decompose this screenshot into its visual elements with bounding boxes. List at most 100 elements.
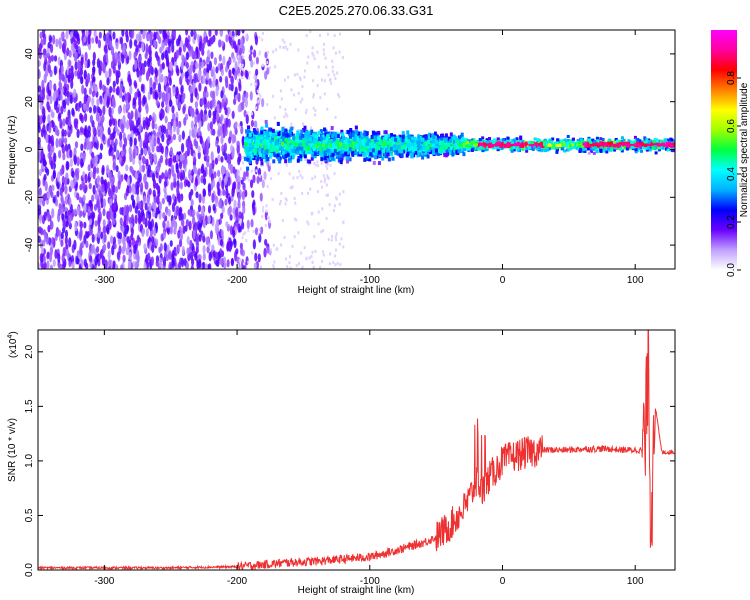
spectrogram-cell xyxy=(298,141,302,146)
spectrogram-cell xyxy=(385,146,389,151)
spectrogram-cell xyxy=(348,134,352,139)
spectrogram-cell xyxy=(74,61,78,71)
spectrogram-cell xyxy=(98,65,102,76)
spectrogram-cell xyxy=(218,39,222,48)
spectrogram-cell xyxy=(96,98,100,107)
spectrogram-cell xyxy=(292,152,296,157)
spectrogram-cell xyxy=(288,158,292,163)
spectrogram-cell xyxy=(321,134,325,139)
spectrogram-cell xyxy=(207,122,211,132)
spectrogram-cell xyxy=(148,135,152,143)
spectrogram-cell xyxy=(340,129,344,134)
spectrogram-cell xyxy=(148,44,152,56)
spectrogram-cell xyxy=(410,140,414,145)
spectrogram-cell xyxy=(351,133,355,138)
spectrogram-cell xyxy=(112,203,117,211)
spectrogram-cell xyxy=(127,134,131,141)
spectrogram-cell xyxy=(161,133,165,143)
spectrogram-cell xyxy=(288,132,292,137)
spectrogram-cell xyxy=(332,146,336,151)
spectrogram-cell xyxy=(327,73,330,77)
spectrogram-cell xyxy=(79,242,83,250)
spectrogram-cell xyxy=(240,37,244,47)
spectrogram-cell xyxy=(301,176,304,180)
spectrogram-cell xyxy=(143,243,147,251)
spectrogram-cell xyxy=(183,116,187,126)
spectrogram-cell xyxy=(450,150,454,155)
spectrogram-cell xyxy=(322,137,326,142)
spectrogram-cell xyxy=(245,137,249,142)
spectrogram-cell xyxy=(315,148,319,153)
spectrogram-cell xyxy=(167,134,171,142)
spectrogram-cell xyxy=(313,113,316,117)
spectrogram-cell xyxy=(80,259,84,268)
spectrogram-cell xyxy=(311,177,314,181)
spectrogram-cell xyxy=(263,139,267,144)
spectrogram-cell xyxy=(172,30,177,37)
spectrogram-cell xyxy=(83,69,87,80)
spectrogram-cell xyxy=(326,134,330,139)
spectrogram-cell xyxy=(245,169,249,179)
spectrogram-cell xyxy=(247,260,250,264)
spectrogram-cell xyxy=(308,159,312,164)
spectrogram-cell xyxy=(258,147,262,152)
spectrogram-cell xyxy=(295,264,298,268)
spectrogram-cell xyxy=(85,30,89,38)
spectrogram-cell xyxy=(295,218,298,222)
spectrogram-cell xyxy=(68,119,72,127)
spectrogram-cell xyxy=(63,137,68,145)
spectrogram-cell xyxy=(163,185,167,194)
spectrogram-cell xyxy=(181,95,185,104)
spectrogram-cell xyxy=(219,239,224,247)
spectrogram-cell xyxy=(330,238,333,242)
spectrogram-cell xyxy=(265,149,269,154)
spectrogram-cell xyxy=(182,43,187,53)
spectrogram-cell xyxy=(281,38,284,42)
spectrogram-cell xyxy=(237,263,240,267)
spectrogram-cell xyxy=(73,176,78,184)
spectrogram-cell xyxy=(285,163,288,167)
spectrogram-cell xyxy=(204,144,208,155)
spectrogram-cell xyxy=(272,159,276,164)
spectrogram-cell xyxy=(337,144,341,149)
spectrogram-cell xyxy=(395,150,399,155)
spectrogram-cell xyxy=(346,150,350,155)
spectrogram-cell xyxy=(62,118,66,127)
spectrogram-cell xyxy=(224,107,228,116)
spectrogram-cell xyxy=(84,51,88,62)
spectrogram-cell xyxy=(285,140,289,145)
spectrogram-cell xyxy=(49,264,54,269)
spectrogram-cell xyxy=(96,58,101,69)
spectrogram-cell xyxy=(179,181,184,190)
spectrogram-cell xyxy=(74,141,79,149)
spectrogram-cell xyxy=(365,156,369,161)
spectrogram-cell xyxy=(452,140,456,145)
spectrogram-cell xyxy=(38,42,43,52)
spectrogram-cell xyxy=(311,153,315,158)
spectrogram-cell xyxy=(227,107,231,115)
spectrogram-cell xyxy=(147,252,151,261)
spectrogram-cell xyxy=(73,30,77,38)
spectrogram-cell xyxy=(209,230,214,240)
spectrogram-cell xyxy=(320,161,323,165)
spectrogram-cell xyxy=(270,177,273,181)
spectrogram-cell xyxy=(306,61,309,65)
spectrogram-cell xyxy=(139,164,143,173)
spectrogram-cell xyxy=(190,264,194,269)
spectrogram-cell xyxy=(392,134,396,139)
spectrogram-cell xyxy=(89,114,94,124)
spectrogram-cell xyxy=(248,159,252,164)
spectrogram-cell xyxy=(103,33,107,42)
spectrogram-cell xyxy=(172,86,176,97)
spectrogram-cell xyxy=(437,151,441,156)
spectrogram-cell xyxy=(372,130,376,135)
spectrogram-cell xyxy=(73,239,77,251)
spectrogram-cell xyxy=(263,171,267,181)
spectrogram-cell xyxy=(202,189,207,197)
spectrogram-cell xyxy=(284,257,287,261)
spectrogram-cell xyxy=(367,154,371,159)
spectrogram-cell xyxy=(104,259,108,268)
spectrogram-cell xyxy=(301,191,304,195)
spectrogram-cell xyxy=(324,139,328,144)
spectrogram-cell xyxy=(330,137,334,142)
